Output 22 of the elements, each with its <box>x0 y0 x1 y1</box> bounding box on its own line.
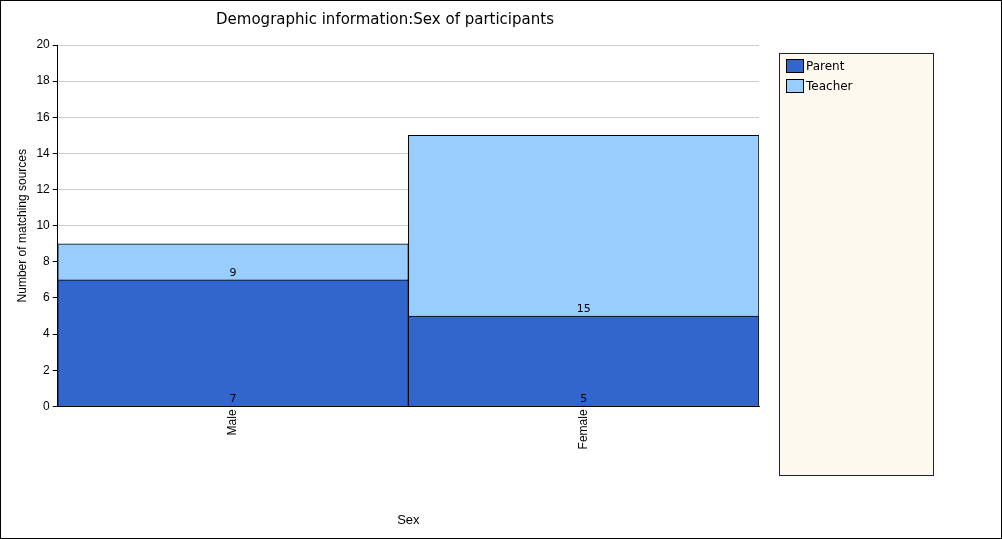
data-label: 5 <box>580 392 588 406</box>
y-tick-label: 12 <box>36 181 51 196</box>
y-tick-label: 0 <box>43 398 51 413</box>
y-tick-label: 18 <box>36 73 51 88</box>
y-tick-label: 6 <box>43 290 51 305</box>
y-axis-title: Number of matching sources <box>14 148 29 303</box>
y-tick-label: 16 <box>36 109 51 124</box>
x-tick-label: Male <box>225 409 240 436</box>
legend-label: Teacher <box>806 79 853 93</box>
y-tick-label: 20 <box>36 37 51 52</box>
chart-title: Demographic information:Sex of participants <box>216 9 555 28</box>
y-tick-label: 8 <box>43 254 51 269</box>
y-tick-label: 2 <box>43 362 51 377</box>
total-label: 9 <box>229 266 237 280</box>
x-tick-label: Female <box>576 409 590 450</box>
y-tick-label: 14 <box>36 145 51 160</box>
data-label: 7 <box>229 392 237 406</box>
y-tick-label: 10 <box>36 218 51 233</box>
legend-label: Parent <box>806 59 845 73</box>
y-tick-label: 4 <box>43 326 51 341</box>
total-label: 15 <box>576 302 591 316</box>
x-axis-title: Sex <box>397 511 421 527</box>
